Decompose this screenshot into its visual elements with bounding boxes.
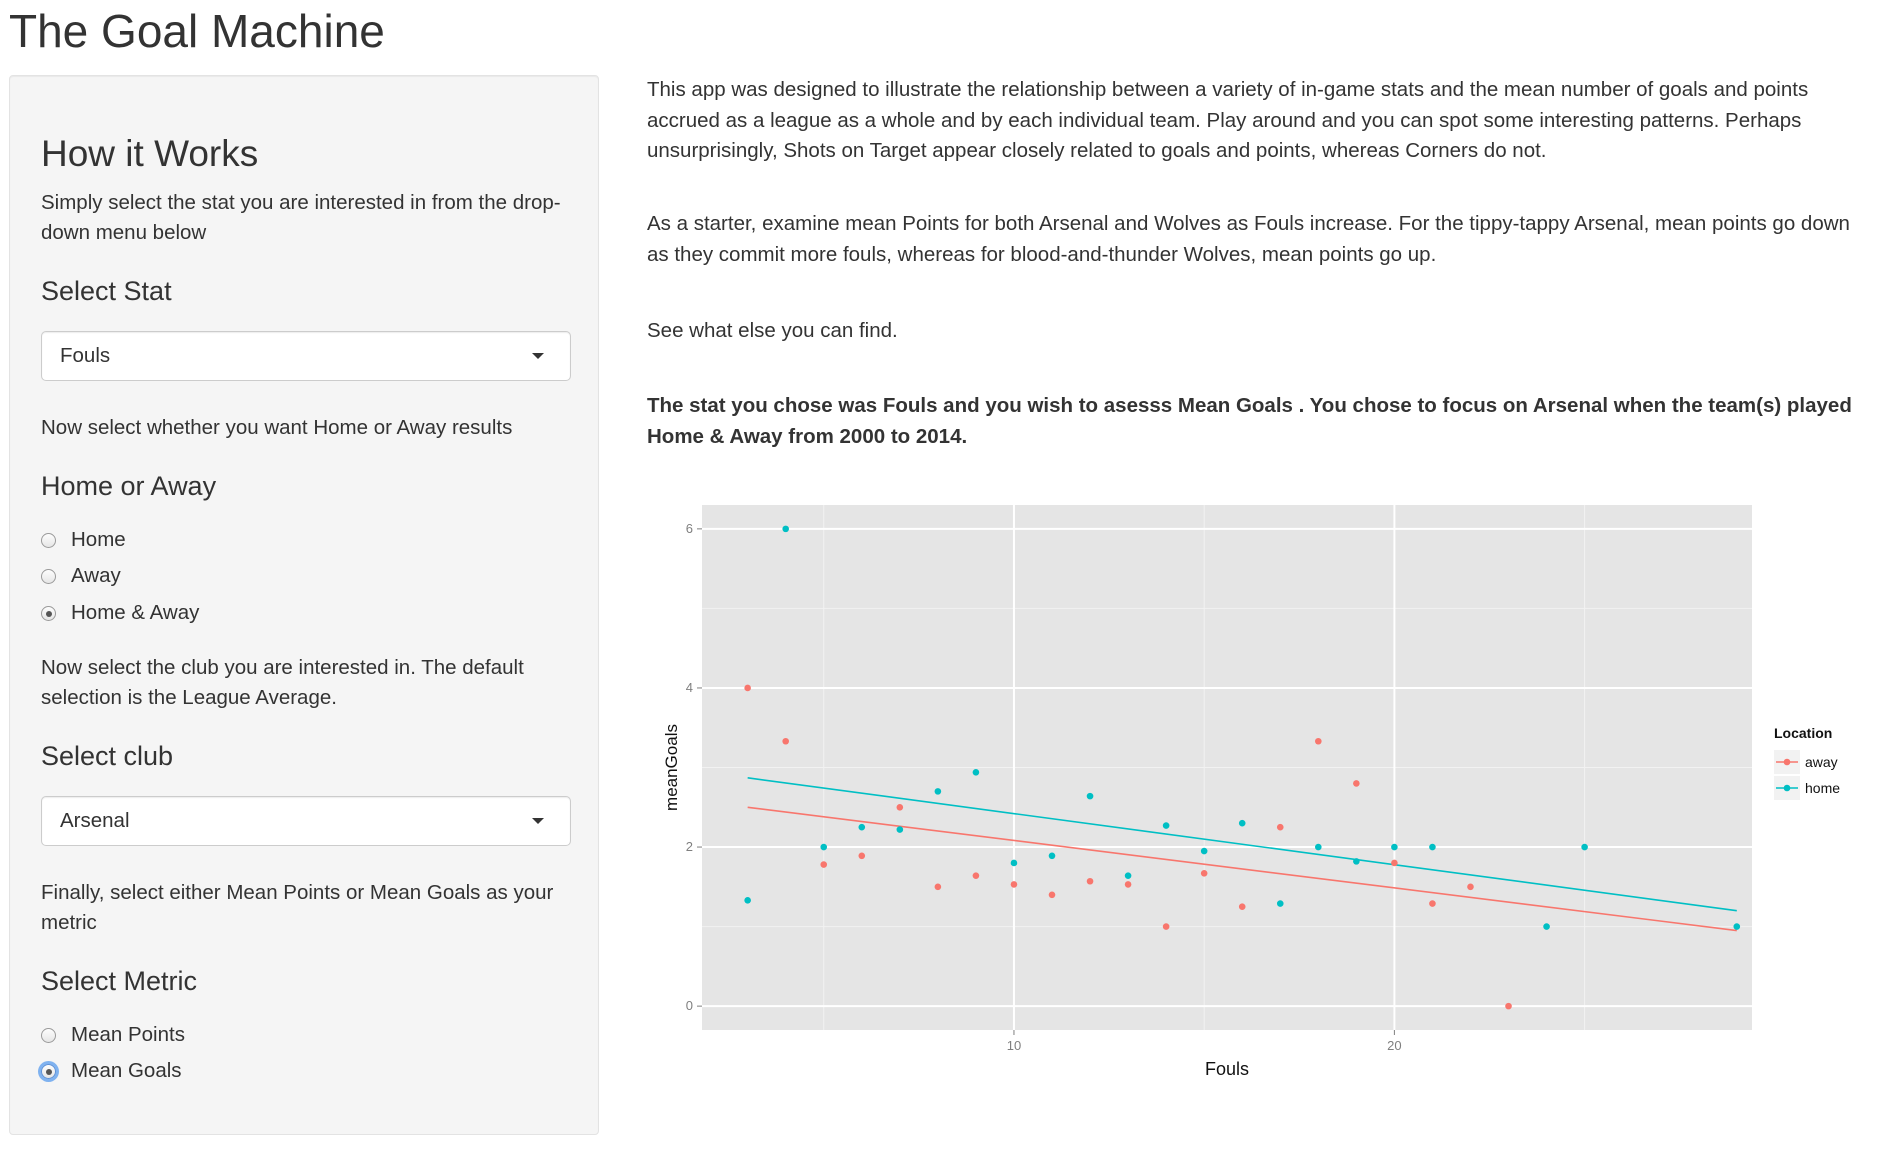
legend-key-point-home bbox=[1783, 784, 1791, 792]
y-axis-title: meanGoals bbox=[662, 724, 681, 811]
data-point-home bbox=[1581, 843, 1588, 851]
find-more-paragraph: See what else you can find. bbox=[647, 319, 898, 342]
data-point-home bbox=[1315, 843, 1322, 851]
data-point-away bbox=[1505, 1002, 1512, 1010]
data-point-away bbox=[1276, 823, 1284, 831]
data-point-home bbox=[1238, 819, 1246, 827]
data-point-away bbox=[1391, 859, 1398, 867]
metric-prompt: Finally, select either Mean Points or Me… bbox=[41, 881, 554, 934]
radio-home-and-away-button[interactable] bbox=[41, 606, 56, 621]
how-it-works-heading: How it Works bbox=[41, 133, 259, 174]
y-tick-label: 4 bbox=[686, 680, 693, 695]
data-point-away bbox=[744, 684, 751, 692]
trend-line-home bbox=[747, 777, 1737, 912]
data-point-away bbox=[896, 803, 904, 811]
data-point-home bbox=[744, 897, 751, 904]
club-select-value: Arsenal bbox=[60, 809, 130, 832]
legend-label-home: home bbox=[1805, 780, 1840, 796]
radio-mean-points-button[interactable] bbox=[41, 1028, 56, 1043]
radio-home-label: Home bbox=[71, 528, 126, 551]
y-tick-label: 0 bbox=[686, 998, 693, 1013]
radio-mean-points-label: Mean Points bbox=[71, 1023, 185, 1046]
data-point-home bbox=[1048, 852, 1056, 860]
data-point-home bbox=[1353, 858, 1360, 865]
intro-text: Simply select the stat you are intereste… bbox=[41, 191, 561, 244]
data-point-home bbox=[820, 843, 828, 851]
data-point-home bbox=[1200, 847, 1208, 855]
sidebar-panel: How it Works Simply select the stat you … bbox=[9, 75, 599, 1135]
starter-paragraph: As a starter, examine mean Points for bo… bbox=[647, 212, 1850, 266]
page-title: The Goal Machine bbox=[9, 5, 385, 57]
trend-line-away bbox=[747, 806, 1737, 932]
data-point-away bbox=[1238, 903, 1246, 911]
y-tick-label: 6 bbox=[686, 521, 693, 536]
club-select[interactable]: Arsenal bbox=[41, 796, 571, 846]
legend-title: Location bbox=[1774, 725, 1832, 741]
x-tick-label: 20 bbox=[1387, 1038, 1401, 1053]
data-point-home bbox=[1429, 843, 1436, 851]
data-point-home bbox=[1010, 859, 1018, 867]
data-point-home bbox=[1733, 923, 1741, 930]
x-tick-label: 10 bbox=[1007, 1038, 1021, 1053]
legend-key-point-away bbox=[1783, 758, 1791, 766]
stat-select-value: Fouls bbox=[60, 344, 111, 367]
radio-away-button[interactable] bbox=[41, 569, 56, 584]
select-metric-label: Select Metric bbox=[41, 966, 198, 996]
data-point-away bbox=[1467, 883, 1474, 891]
chevron-down-icon bbox=[532, 818, 544, 824]
data-point-home bbox=[782, 525, 789, 533]
data-point-away bbox=[1200, 869, 1208, 877]
select-club-label: Select club bbox=[41, 741, 174, 771]
data-point-away bbox=[972, 872, 980, 879]
data-point-home bbox=[1124, 872, 1132, 879]
data-point-home bbox=[1162, 822, 1170, 829]
data-point-home bbox=[1543, 923, 1550, 930]
radio-mean-goals-label: Mean Goals bbox=[71, 1059, 182, 1082]
radio-mean-goals-button[interactable] bbox=[41, 1064, 56, 1079]
data-point-home bbox=[972, 768, 980, 776]
radio-away-label: Away bbox=[71, 564, 121, 587]
home-away-label: Home or Away bbox=[41, 471, 217, 501]
data-point-home bbox=[896, 826, 904, 833]
data-point-away bbox=[1315, 737, 1322, 745]
selection-summary: The stat you chose was Fouls and you wis… bbox=[647, 394, 1852, 448]
stat-select[interactable]: Fouls bbox=[41, 331, 571, 381]
data-point-home bbox=[858, 823, 866, 831]
legend-label-away: away bbox=[1805, 754, 1838, 770]
data-point-home bbox=[1086, 792, 1094, 800]
data-point-home bbox=[934, 788, 942, 795]
data-point-away bbox=[1353, 780, 1360, 787]
data-point-home bbox=[1276, 900, 1284, 907]
x-axis-title: Fouls bbox=[1205, 1059, 1249, 1079]
intro-paragraph: This app was designed to illustrate the … bbox=[647, 78, 1809, 162]
club-prompt: Now select the club you are interested i… bbox=[41, 656, 524, 709]
radio-home-and-away-label: Home & Away bbox=[71, 601, 200, 624]
data-point-away bbox=[1048, 891, 1056, 899]
select-stat-label: Select Stat bbox=[41, 276, 172, 306]
data-point-away bbox=[858, 852, 866, 860]
scatter-chart: 10 20 0 2 4 6 Fouls meanGoals Location away home bbox=[662, 505, 1840, 1079]
y-tick-label: 2 bbox=[686, 839, 693, 854]
data-point-away bbox=[934, 883, 942, 891]
data-point-away bbox=[820, 861, 828, 868]
radio-home-button[interactable] bbox=[41, 533, 56, 548]
data-point-away bbox=[1086, 877, 1094, 885]
data-point-away bbox=[782, 737, 789, 745]
data-point-home bbox=[1391, 843, 1398, 851]
data-point-away bbox=[1124, 881, 1132, 888]
data-point-away bbox=[1162, 923, 1170, 930]
home-away-prompt: Now select whether you want Home or Away… bbox=[41, 416, 513, 439]
data-point-away bbox=[1429, 900, 1436, 907]
chevron-down-icon bbox=[532, 353, 544, 359]
data-point-away bbox=[1010, 881, 1018, 888]
